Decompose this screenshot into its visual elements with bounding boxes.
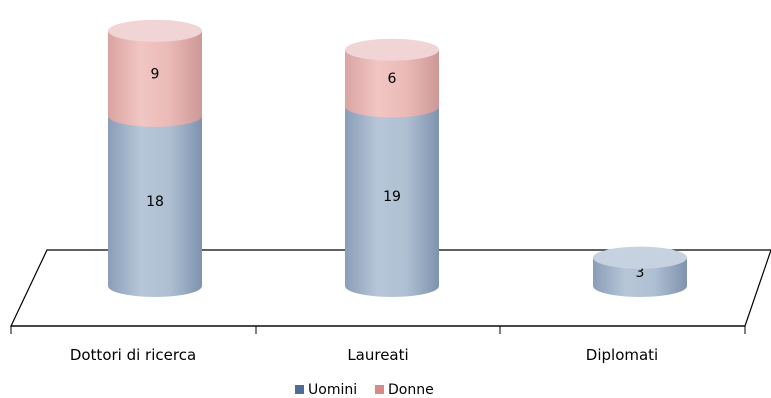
data-label: 3: [636, 265, 645, 281]
bar-segment-donne: [108, 30, 202, 127]
legend-label: Donne: [388, 382, 434, 398]
legend-swatch: [375, 385, 384, 394]
data-label: 9: [151, 66, 160, 82]
data-label: 6: [388, 71, 397, 87]
bar-segment-donne: [345, 49, 439, 118]
bar-segment-uomini: [593, 257, 687, 297]
bar-top-cap: [593, 246, 687, 269]
legend: Uomini Donne: [295, 382, 434, 398]
bar-top-cap: [345, 38, 439, 61]
data-label: 18: [146, 194, 164, 210]
x-tick-labels: Dottori di ricerca Laureati Diplomati: [70, 346, 658, 364]
legend-swatch: [295, 385, 304, 394]
x-tick-label: Diplomati: [586, 346, 658, 364]
x-tick-label: Laureati: [347, 346, 408, 364]
legend-label: Uomini: [308, 382, 357, 398]
bar-segment-uomini: [345, 106, 439, 297]
data-label: 19: [383, 189, 401, 205]
bar-top-cap: [108, 19, 202, 42]
bars-layer: 18 9 19 6 3: [108, 19, 687, 297]
x-tick-label: Dottori di ricerca: [70, 346, 196, 364]
bar-segment-uomini: [108, 115, 202, 297]
